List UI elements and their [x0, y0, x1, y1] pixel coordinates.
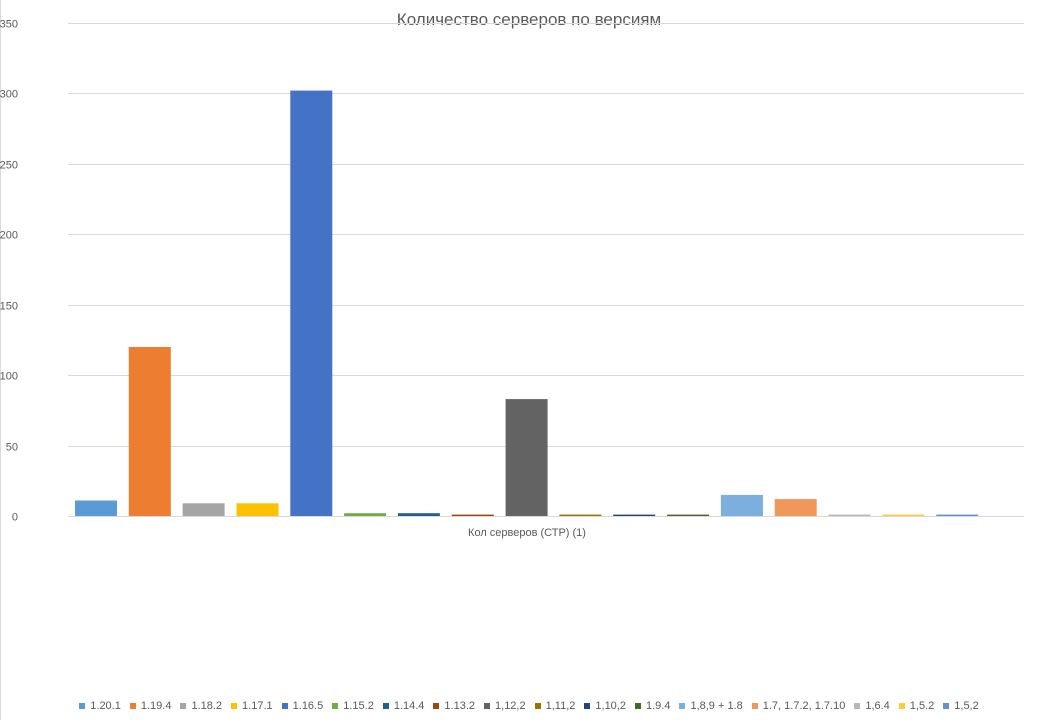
y-tick-label: 0 — [12, 512, 18, 524]
legend-swatch — [484, 703, 491, 709]
y-axis-ticks: 0 50 100 150 200 250 300 350 — [0, 19, 18, 524]
legend-swatch — [751, 703, 758, 709]
bar-1-14-4 — [397, 513, 440, 516]
legend-label: 1.14.4 — [393, 700, 425, 712]
legend-label: 1,10,2 — [595, 700, 626, 712]
bar-1-7-1-7-2-1-7-10 — [774, 499, 817, 516]
legend-swatch — [79, 703, 86, 709]
bar-1-18-2 — [182, 503, 225, 516]
x-axis-label: Кол серверов (СТР) (1) — [468, 527, 586, 539]
legend-item: 1.15.2 — [332, 700, 374, 712]
legend-label: 1.17.1 — [242, 700, 273, 712]
bar-1-20-1 — [75, 500, 117, 516]
legend-swatch — [332, 703, 339, 709]
bar-1-6-4 — [828, 514, 871, 516]
bar-1-5-2 — [882, 514, 925, 516]
legend-swatch — [679, 703, 686, 709]
legend-label: 1,5,2 — [954, 700, 979, 712]
bars — [75, 90, 979, 516]
legend-label: 1.15.2 — [343, 700, 374, 712]
legend-item: 1,6.4 — [854, 700, 890, 712]
legend-swatch — [281, 703, 288, 709]
y-tick-label: 350 — [0, 19, 18, 31]
legend-swatch — [534, 703, 541, 709]
bar-1-11-2 — [559, 514, 602, 516]
legend-swatch — [854, 703, 861, 709]
legend-item: 1,5.2 — [898, 700, 935, 712]
bar-1-8-9-1-8 — [720, 494, 763, 516]
legend-label: 1.18.2 — [191, 700, 223, 712]
y-tick-label: 50 — [6, 442, 18, 454]
legend-item: 1.17.1 — [231, 700, 273, 712]
bar-1-9-4 — [667, 514, 710, 516]
chart-plot: 0 50 100 150 200 250 300 350 Кол серверов (СТР)… — [0, 19, 1024, 539]
legend-label: 1.9.4 — [645, 700, 671, 712]
legend-label: 1.19.4 — [140, 700, 172, 712]
left-edge-line — [0, 0, 1, 720]
legend-swatch — [231, 703, 238, 709]
legend-swatch — [382, 703, 389, 709]
y-tick-label: 300 — [0, 89, 18, 101]
legend-label: 1.7, 1.7.2, 1.7.10 — [762, 700, 846, 712]
gridlines — [68, 23, 1024, 517]
legend-label: 1.20.1 — [90, 700, 121, 712]
legend-label: 1,6.4 — [865, 700, 890, 712]
y-tick-label: 250 — [0, 160, 18, 172]
bar-1-16-5 — [290, 90, 333, 516]
legend-item: 1.18.2 — [180, 700, 222, 712]
bar-1-5-2 — [936, 514, 979, 516]
legend-item: 1.19.4 — [129, 700, 172, 712]
y-tick-label: 100 — [0, 371, 18, 383]
legend-swatch — [943, 703, 950, 709]
legend-swatch — [584, 703, 591, 709]
bar-1-19-4 — [128, 347, 171, 516]
legend-label: 1.13.2 — [444, 700, 476, 712]
legend-item: 1.16.5 — [281, 700, 324, 712]
legend: 1.20.1 1.19.4 1.18.2 1.17.1 1.16.5 1.15.2 1.14… — [0, 700, 1048, 712]
legend-label: 1,8,9 + 1.8 — [690, 700, 743, 712]
legend-item: 1,10,2 — [584, 700, 626, 712]
legend-item: 1.14.4 — [382, 700, 425, 712]
bar-1-12-2 — [505, 399, 548, 516]
legend-item: 1,12,2 — [484, 700, 526, 712]
legend-item: 1,5,2 — [943, 700, 979, 712]
legend-item: 1.13.2 — [433, 700, 475, 712]
legend-item: 1.7, 1.7.2, 1.7.10 — [751, 700, 846, 712]
legend-label: 1,12,2 — [495, 700, 526, 712]
bar-1-17-1 — [236, 503, 279, 516]
legend-label: 1,11,2 — [545, 700, 576, 712]
bar-1-13-2 — [451, 514, 494, 516]
y-tick-label: 150 — [0, 301, 18, 313]
legend-item: 1.9.4 — [634, 700, 671, 712]
y-tick-label: 200 — [0, 230, 18, 242]
bar-1-10-2 — [613, 514, 656, 516]
legend-swatch — [180, 703, 187, 709]
legend-swatch — [634, 703, 641, 709]
bar-1-15-2 — [344, 513, 387, 516]
legend-item: 1,11,2 — [534, 700, 576, 712]
chart-title: Количество серверов по версиям — [396, 10, 662, 29]
legend-swatch — [898, 703, 905, 709]
legend-item: 1.20.1 — [79, 700, 121, 712]
legend-label: 1.16.5 — [292, 700, 324, 712]
legend-label: 1,5.2 — [909, 700, 935, 712]
legend-swatch — [433, 703, 440, 709]
legend-item: 1,8,9 + 1.8 — [679, 700, 743, 712]
legend-swatch — [129, 703, 136, 709]
